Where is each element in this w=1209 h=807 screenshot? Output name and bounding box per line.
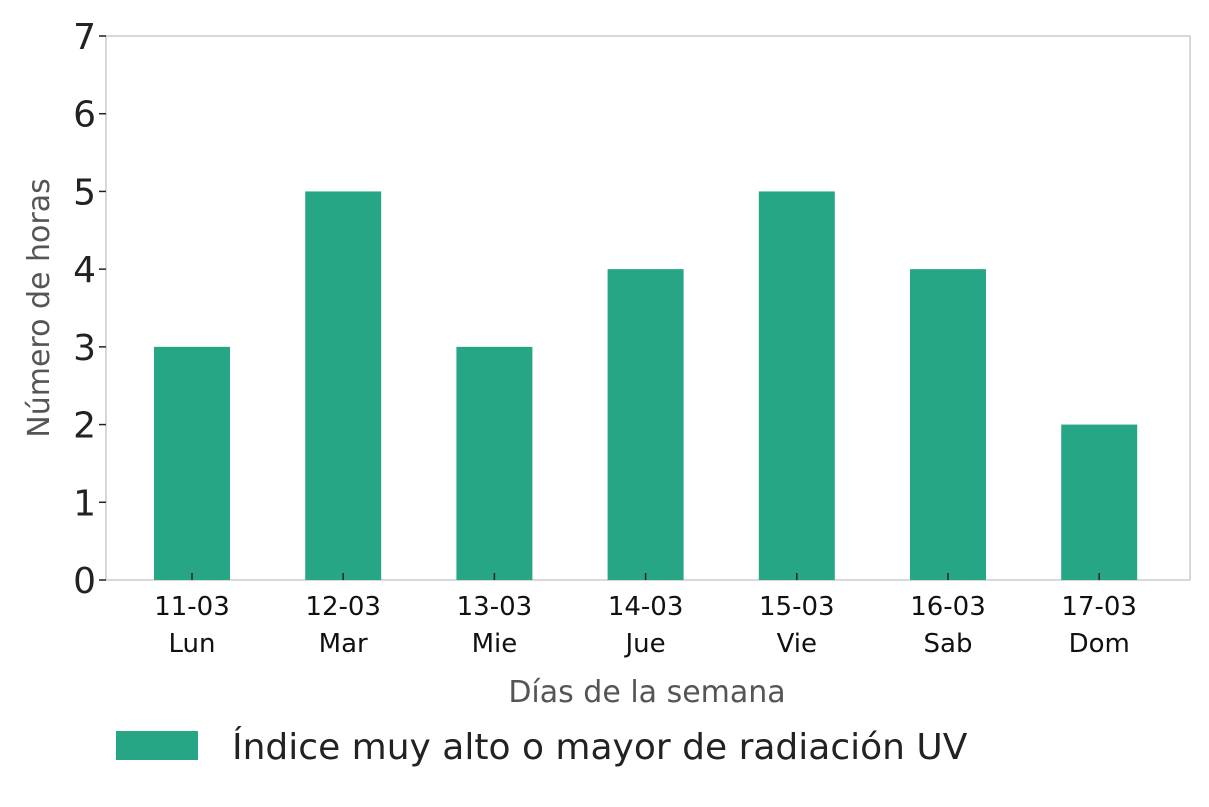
y-tick-label: 4: [73, 250, 96, 291]
x-tick-label-date: 15-03: [759, 592, 835, 622]
x-tick-label-day: Sab: [924, 629, 973, 659]
legend-swatch: [116, 731, 198, 760]
y-tick-label: 0: [73, 561, 96, 602]
y-tick-label: 6: [73, 95, 96, 136]
legend: Índice muy alto o mayor de radiación UV: [116, 726, 968, 768]
bar-11-03: [154, 346, 230, 580]
x-tick-label-date: 16-03: [910, 592, 986, 622]
x-axis: 11-03 Lun 12-03 Mar 13-03 Mie 14-03 Jue 15-03 Vie…: [154, 573, 1137, 659]
x-tick-label-date: 17-03: [1061, 592, 1137, 622]
y-tick-label: 3: [73, 328, 96, 369]
bar-12-03: [305, 191, 382, 580]
bar-15-03: [758, 191, 835, 580]
bars: [154, 191, 1138, 580]
x-tick-label-day: Mar: [319, 629, 368, 659]
x-tick-label-date: 14-03: [608, 592, 684, 622]
x-tick-label-date: 12-03: [305, 592, 381, 622]
legend-label: Índice muy alto o mayor de radiación UV: [232, 726, 968, 768]
y-tick-label: 2: [73, 406, 96, 447]
y-axis: 0 1 2 3 4 5 6 7: [73, 17, 106, 602]
y-axis-title: Número de horas: [22, 178, 57, 437]
x-tick-label-day: Mie: [472, 629, 518, 659]
x-tick-label-date: 11-03: [154, 592, 230, 622]
x-axis-title: Días de la semana: [508, 675, 785, 710]
bar-14-03: [607, 269, 684, 580]
y-tick-label: 1: [73, 483, 96, 524]
x-tick-label-day: Vie: [777, 629, 817, 659]
x-tick-label-date: 13-03: [457, 592, 533, 622]
bar-13-03: [456, 346, 533, 580]
bar-16-03: [910, 269, 986, 580]
x-tick-label-day: Dom: [1069, 629, 1130, 659]
y-tick-label: 5: [73, 172, 96, 213]
y-tick-label: 7: [73, 17, 96, 58]
bar-17-03: [1061, 424, 1138, 580]
x-tick-label-day: Jue: [624, 629, 666, 659]
x-tick-label-day: Lun: [169, 629, 216, 659]
